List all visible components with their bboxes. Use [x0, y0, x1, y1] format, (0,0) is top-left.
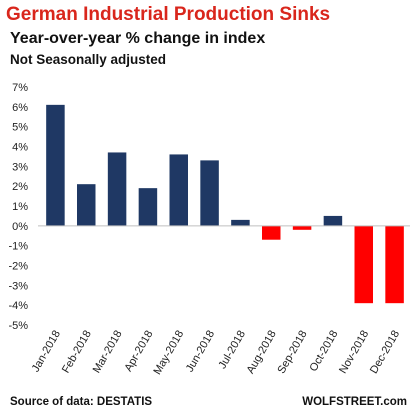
x-tick-label: Jun-2018	[184, 329, 217, 375]
bar-jul-2018	[231, 219, 250, 226]
bar-aug-2018	[262, 225, 281, 240]
y-tick-label: 0%	[12, 221, 28, 233]
bar-sep-2018	[292, 225, 312, 230]
y-tick-label: -3%	[8, 280, 28, 292]
x-tick-label: Dec-2018	[368, 329, 402, 376]
x-tick-label: Aug-2018	[245, 329, 279, 376]
source-note: Source of data: DESTATIS	[10, 396, 153, 408]
bar-jan-2018	[46, 104, 65, 226]
x-tick-label: Jul-2018	[217, 329, 248, 372]
x-tick-label: Oct-2018	[307, 329, 340, 374]
chart-title: German Industrial Production Sinks	[6, 4, 331, 25]
y-tick-label: 1%	[12, 201, 28, 213]
x-tick-label: May-2018	[151, 329, 186, 377]
x-tick-label: Sep-2018	[275, 329, 309, 376]
y-tick-label: 2%	[12, 181, 28, 193]
bar-may-2018	[169, 154, 188, 226]
y-tick-label: -5%	[8, 320, 28, 332]
bar-mar-2018	[107, 152, 127, 226]
bar-dec-2018	[385, 225, 404, 304]
x-tick-label: Apr-2018	[122, 329, 155, 374]
bar-jun-2018	[200, 160, 219, 226]
x-tick-label: Jan-2018	[30, 329, 63, 375]
y-tick-label: 4%	[12, 142, 28, 154]
y-tick-label: 7%	[12, 82, 28, 94]
x-tick-label: Feb-2018	[60, 329, 94, 376]
bar-feb-2018	[77, 184, 96, 226]
bar-apr-2018	[138, 188, 158, 226]
chart-subtitle: Year-over-year % change in index	[10, 30, 266, 47]
y-tick-label: -2%	[8, 261, 28, 273]
y-tick-label: 6%	[12, 102, 28, 114]
chart-subtitle-secondary: Not Seasonally adjusted	[10, 52, 167, 67]
x-tick-label: Nov-2018	[337, 329, 371, 376]
y-tick-label: 5%	[12, 122, 28, 134]
brand-label: WOLFSTREET.com	[302, 396, 407, 408]
bar-nov-2018	[354, 225, 373, 304]
x-tick-label: Mar-2018	[91, 329, 125, 376]
y-tick-label: 3%	[12, 161, 28, 173]
bar-oct-2018	[323, 215, 343, 226]
y-tick-label: -1%	[8, 241, 28, 253]
y-tick-label: -4%	[8, 300, 28, 312]
